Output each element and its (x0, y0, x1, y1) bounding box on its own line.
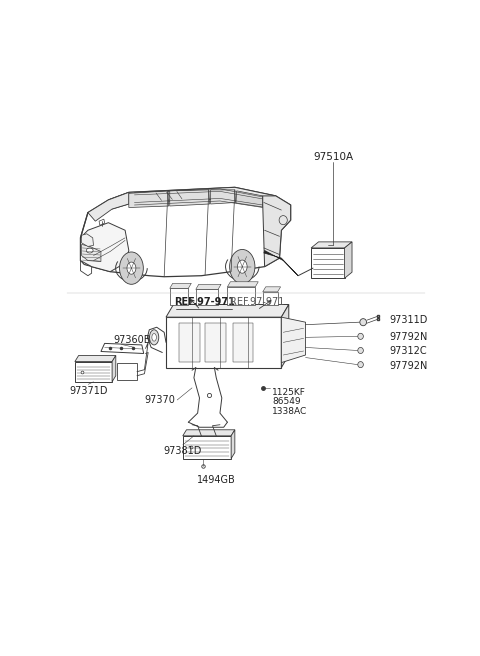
Polygon shape (228, 287, 255, 304)
Polygon shape (205, 323, 226, 361)
Text: 1125KF: 1125KF (272, 388, 306, 398)
Polygon shape (170, 283, 192, 289)
Text: 1494GB: 1494GB (197, 475, 236, 485)
Polygon shape (281, 317, 305, 363)
Polygon shape (99, 219, 105, 225)
Polygon shape (196, 289, 218, 304)
Polygon shape (81, 188, 290, 277)
Polygon shape (170, 190, 210, 206)
Polygon shape (112, 356, 116, 382)
Text: 97381D: 97381D (164, 447, 202, 457)
Polygon shape (117, 363, 137, 380)
Circle shape (238, 260, 247, 273)
Text: 97371D: 97371D (69, 386, 108, 396)
Polygon shape (264, 251, 298, 276)
Polygon shape (140, 191, 186, 201)
Text: 1338AC: 1338AC (272, 407, 307, 416)
Polygon shape (263, 196, 290, 266)
Circle shape (120, 252, 144, 284)
Text: 86549: 86549 (272, 398, 300, 407)
Polygon shape (166, 317, 281, 367)
Text: 97312C: 97312C (389, 346, 427, 356)
Polygon shape (183, 430, 235, 436)
Text: REF.97-971: REF.97-971 (174, 297, 235, 307)
Polygon shape (311, 242, 352, 248)
Text: 97311D: 97311D (389, 315, 428, 325)
Polygon shape (88, 192, 129, 221)
Text: 97370: 97370 (144, 395, 175, 405)
Text: 97792N: 97792N (389, 361, 428, 371)
Polygon shape (345, 242, 352, 278)
Polygon shape (211, 190, 236, 204)
Polygon shape (281, 304, 289, 367)
Polygon shape (129, 191, 168, 207)
Polygon shape (108, 188, 276, 209)
Polygon shape (75, 356, 116, 361)
Circle shape (229, 249, 255, 284)
Polygon shape (82, 234, 94, 247)
Polygon shape (183, 436, 231, 459)
Polygon shape (81, 260, 92, 276)
Text: 97360B: 97360B (114, 335, 151, 346)
Polygon shape (75, 361, 112, 382)
Ellipse shape (149, 330, 159, 345)
Polygon shape (263, 292, 277, 304)
Polygon shape (196, 284, 221, 289)
Text: 97510A: 97510A (313, 152, 353, 161)
Polygon shape (166, 304, 289, 317)
Polygon shape (231, 430, 235, 459)
Polygon shape (228, 282, 258, 287)
Polygon shape (311, 248, 345, 278)
Ellipse shape (358, 361, 363, 367)
Polygon shape (101, 343, 144, 354)
Text: REF.97-971: REF.97-971 (230, 297, 284, 307)
Polygon shape (233, 323, 253, 361)
Polygon shape (82, 245, 101, 262)
Polygon shape (236, 191, 263, 207)
Polygon shape (170, 289, 188, 304)
Ellipse shape (152, 333, 156, 341)
Ellipse shape (86, 248, 93, 253)
Ellipse shape (358, 333, 363, 339)
Polygon shape (263, 287, 281, 292)
Ellipse shape (360, 319, 367, 326)
Ellipse shape (358, 348, 363, 354)
Text: 97792N: 97792N (389, 333, 428, 342)
Polygon shape (81, 222, 129, 272)
Polygon shape (179, 323, 200, 361)
Circle shape (127, 262, 136, 274)
